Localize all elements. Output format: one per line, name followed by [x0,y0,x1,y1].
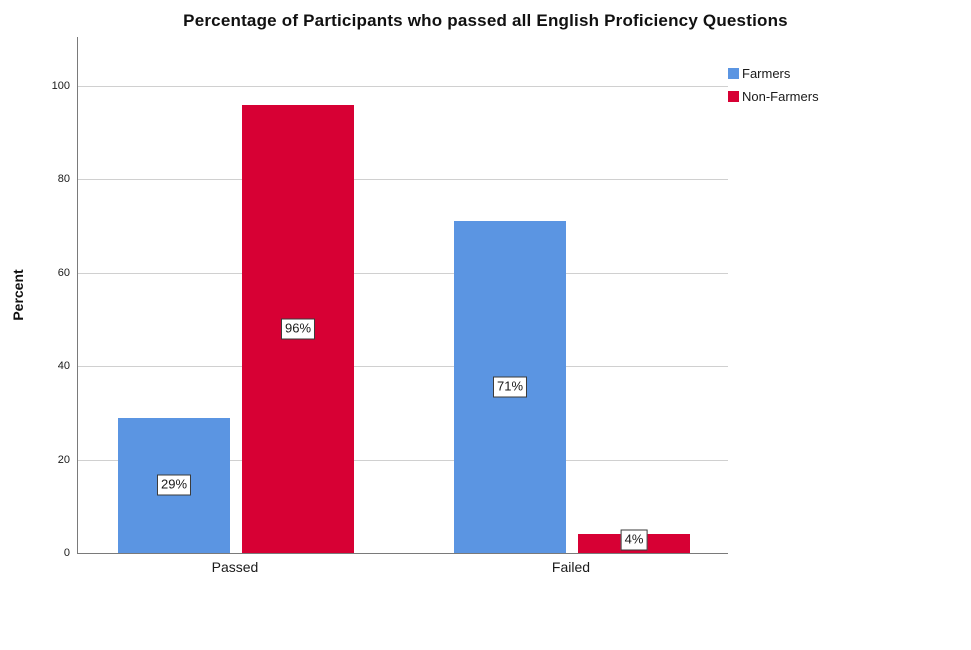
value-label-passed-non-farmers: 96% [280,318,316,340]
gridline-60 [78,272,728,274]
plot-area: 29% 96% 71% 4% [77,37,728,554]
y-tick-label-0: 0 [63,547,70,559]
gridline-100 [78,86,728,88]
y-tick-label-80: 80 [57,173,70,186]
legend: Farmers Non-Farmers [728,62,819,108]
gridline-20 [78,459,728,461]
legend-item-farmers: Farmers [728,62,819,85]
chart-title: Percentage of Participants who passed al… [183,11,788,30]
legend-swatch-icon [728,68,739,79]
legend-item-non-farmers: Non-Farmers [728,85,819,108]
category-label-failed: Failed [551,559,591,575]
gridline-40 [78,366,728,368]
legend-swatch-icon [728,91,739,102]
value-label-failed-non-farmers: 4% [620,529,648,550]
y-tick-label-20: 20 [57,453,70,466]
category-label-passed: Passed [211,559,259,575]
y-tick-label-40: 40 [57,360,70,373]
legend-label: Non-Farmers [742,89,819,104]
y-axis-title: Percent [10,269,26,321]
legend-label: Farmers [742,66,791,81]
y-tick-label-60: 60 [57,266,70,279]
value-label-passed-farmers: 29% [156,474,192,496]
y-tick-label-100: 100 [51,80,70,93]
gridline-80 [78,179,728,181]
value-label-failed-farmers: 71% [492,376,528,398]
